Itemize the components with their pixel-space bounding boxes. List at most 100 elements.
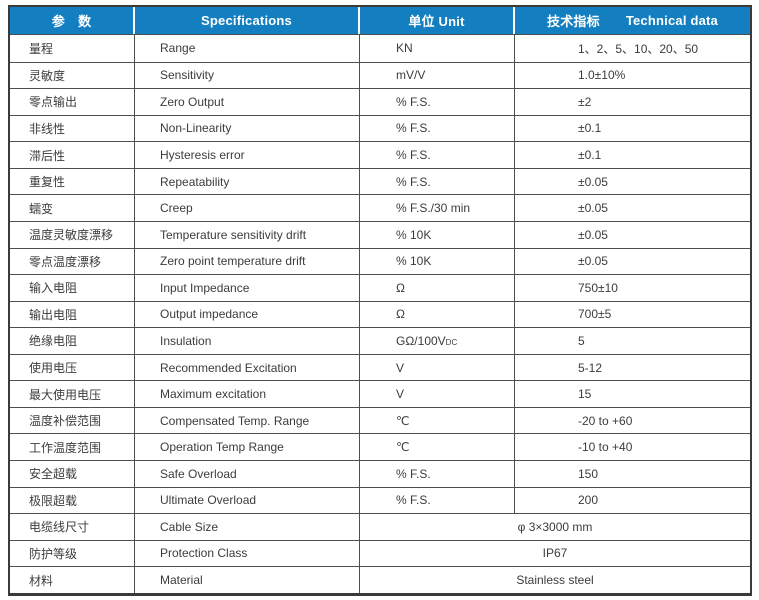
param-cell: 极限超载	[10, 487, 135, 514]
spec-cell: Operation Temp Range	[135, 434, 360, 460]
param-cell: 滞后性	[10, 142, 135, 168]
table-row: 非线性 Non-Linearity% F.S. ±0.1	[10, 114, 750, 142]
unit-cell: % F.S.	[360, 142, 515, 168]
param-cell: 零点输出	[10, 89, 135, 115]
param-cell: 非线性	[10, 115, 135, 142]
value-cell: -20 to +60	[578, 413, 633, 428]
value-cell: 1、2、5、10、20、50	[578, 41, 699, 56]
merged-value-cell: Stainless steel	[516, 573, 594, 588]
param-cell: 零点温度漂移	[10, 248, 135, 275]
merged-value-cell: IP67	[542, 546, 568, 561]
spec-table-body: 量程 Range KN 1、2、5、10、20、50 灵敏度 Sensitivity mV/…	[10, 35, 750, 593]
table-row: 蠕变 Creep% F.S./30 min ±0.05	[10, 194, 750, 221]
header-row: 参 数 Specifications 单位 Unit 技术指标 Technical…	[10, 7, 750, 35]
merged-value-cell: φ 3×3000 mm	[517, 519, 593, 534]
spec-cell: Range	[135, 35, 360, 62]
spec-cell: Maximum excitation	[135, 381, 360, 407]
table-row: 输入电阻 Input Impedance Ω 750±10	[10, 274, 750, 301]
unit-cell: % F.S.	[360, 89, 515, 115]
table-row: 电缆线尺寸 Cable Size φ 3×3000 mm	[10, 513, 750, 540]
header-tech-zh-label: 技术指标	[547, 14, 600, 29]
unit-subscript: DC	[445, 337, 458, 347]
unit-cell: % F.S./30 min	[360, 195, 515, 221]
spec-cell: Insulation	[135, 328, 360, 354]
value-cell: 700±5	[578, 307, 612, 322]
table-row: 重复性 Repeatability% F.S. ±0.05	[10, 167, 750, 195]
unit-cell: KN	[360, 35, 515, 62]
table-row: 极限超载 Ultimate Overload% F.S. 200	[10, 486, 750, 514]
table-row: 材料 Material Stainless steel	[10, 566, 750, 593]
table-row: 量程 Range KN 1、2、5、10、20、50	[10, 35, 750, 62]
spec-cell: Non-Linearity	[135, 115, 360, 142]
table-row: 工作温度范围 Operation Temp Range ℃ -10 to +40	[10, 433, 750, 460]
header-cell-unit: 单位 Unit	[360, 7, 515, 34]
value-cell: 5	[578, 333, 585, 348]
spec-cell: Creep	[135, 195, 360, 221]
table-row: 绝缘电阻 Insulation GΩ/100V DC 5	[10, 327, 750, 354]
table-row: 零点输出 Zero Output% F.S. ±2	[10, 88, 750, 115]
table-row: 最大使用电压 Maximum excitation V 15	[10, 380, 750, 407]
param-cell: 使用电压	[10, 354, 135, 381]
header-unit-label: 单位 Unit	[408, 14, 465, 29]
value-cell: ±0.05	[578, 254, 608, 269]
spec-cell: Cable Size	[135, 514, 360, 540]
value-cell: ±0.05	[578, 174, 608, 189]
param-cell: 绝缘电阻	[10, 328, 135, 354]
spec-cell: Repeatability	[135, 168, 360, 195]
spec-cell: Input Impedance	[135, 275, 360, 301]
header-tech-en-label: Technical data	[625, 13, 718, 28]
unit-cell: mV/V	[360, 62, 515, 89]
spec-cell: Zero point temperature drift	[135, 248, 360, 275]
param-cell: 输出电阻	[10, 301, 135, 328]
spec-cell: Protection Class	[135, 540, 360, 567]
table-row: 输出电阻 Output impedance Ω 700±5	[10, 300, 750, 328]
spec-cell: Ultimate Overload	[135, 487, 360, 514]
spec-cell: Material	[135, 567, 360, 593]
param-cell: 安全超载	[10, 461, 135, 487]
spec-cell: Hysteresis error	[135, 142, 360, 168]
param-cell: 重复性	[10, 168, 135, 195]
table-row: 滞后性 Hysteresis error% F.S. ±0.1	[10, 141, 750, 168]
spec-cell: Zero Output	[135, 89, 360, 115]
table-row: 使用电压 Recommended Excitation V 5-12	[10, 353, 750, 381]
unit-cell: % F.S.	[360, 487, 515, 514]
header-cell-technical-data: 技术指标 Technical data	[515, 7, 750, 34]
param-cell: 量程	[10, 35, 135, 62]
unit-cell: Ω	[360, 301, 515, 328]
spec-cell: Safe Overload	[135, 461, 360, 487]
spec-cell: Output impedance	[135, 301, 360, 328]
unit-cell: % 10K	[360, 248, 515, 275]
param-cell: 电缆线尺寸	[10, 514, 135, 540]
param-cell: 防护等级	[10, 540, 135, 567]
spec-cell: Temperature sensitivity drift	[135, 221, 360, 248]
unit-cell: % F.S.	[360, 115, 515, 142]
header-cell-param: 参 数	[10, 7, 135, 34]
value-cell: ±0.05	[578, 227, 608, 242]
spec-table: 参 数 Specifications 单位 Unit 技术指标 Technical…	[8, 5, 752, 596]
table-row: 灵敏度 Sensitivity mV/V 1.0±10%	[10, 61, 750, 89]
unit-cell: ℃	[360, 407, 515, 434]
header-cell-specifications: Specifications	[135, 7, 360, 34]
spec-cell: Sensitivity	[135, 62, 360, 89]
table-row: 防护等级 Protection Class IP67	[10, 539, 750, 567]
unit-cell: V	[360, 381, 515, 407]
unit-cell: % 10K	[360, 221, 515, 248]
unit-cell: V	[360, 354, 515, 381]
table-row: 温度补偿范围 Compensated Temp. Range ℃ -20 to +60	[10, 406, 750, 434]
value-cell: 1.0±10%	[578, 68, 626, 83]
spec-cell: Compensated Temp. Range	[135, 407, 360, 434]
value-cell: ±2	[578, 94, 592, 109]
header-spec-label: Specifications	[201, 13, 292, 28]
spec-cell: Recommended Excitation	[135, 354, 360, 381]
unit-cell: ℃	[360, 434, 515, 460]
param-cell: 蠕变	[10, 195, 135, 221]
value-cell: 15	[578, 387, 592, 402]
unit-cell: GΩ/100V DC	[360, 328, 515, 354]
table-row: 安全超载 Safe Overload% F.S. 150	[10, 460, 750, 487]
unit-cell: % F.S.	[360, 168, 515, 195]
value-cell: ±0.1	[578, 121, 602, 136]
header-param-label: 参 数	[51, 14, 92, 29]
param-cell: 灵敏度	[10, 62, 135, 89]
param-cell: 材料	[10, 567, 135, 593]
